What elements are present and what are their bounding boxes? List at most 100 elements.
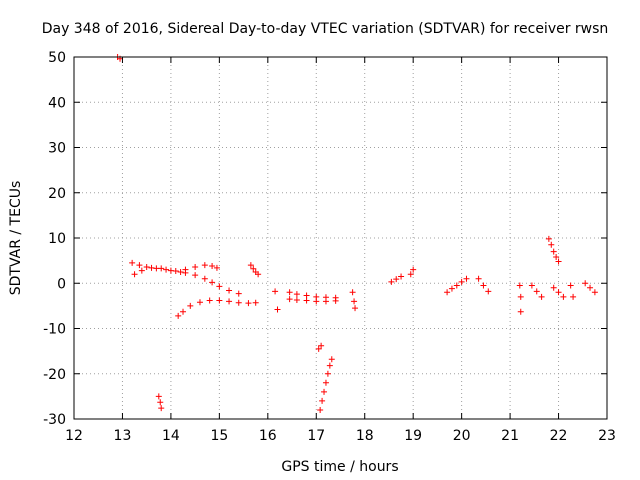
data-point — [235, 299, 242, 306]
data-point — [143, 263, 150, 270]
series-seg-c — [131, 264, 184, 278]
x-tick-label: 20 — [453, 428, 471, 444]
data-point — [553, 254, 560, 261]
data-point — [272, 288, 279, 295]
data-point — [453, 282, 460, 289]
data-point — [201, 262, 208, 269]
data-point — [485, 288, 492, 295]
y-tick-label: -30 — [43, 412, 66, 428]
data-point — [226, 298, 233, 305]
x-tick-label: 14 — [162, 428, 180, 444]
data-point — [555, 289, 562, 296]
data-point — [136, 262, 143, 269]
x-tick-label: 21 — [501, 428, 519, 444]
series-seg-q — [475, 275, 492, 295]
data-point — [167, 267, 174, 274]
x-axis-label: GPS time / hours — [281, 459, 398, 475]
data-point — [213, 264, 220, 271]
data-point — [463, 275, 470, 282]
x-tick-label: 13 — [114, 428, 132, 444]
data-point — [216, 297, 223, 304]
data-point — [187, 302, 194, 309]
data-point — [324, 370, 331, 377]
x-tick-label: 12 — [65, 428, 83, 444]
series-seg-m — [349, 289, 359, 312]
data-point — [321, 388, 328, 395]
data-point — [555, 258, 562, 265]
data-point — [293, 291, 300, 298]
series-seg-r — [516, 282, 524, 300]
data-point — [196, 299, 203, 306]
data-point — [548, 241, 555, 248]
data-point — [315, 345, 322, 352]
data-point — [148, 264, 155, 271]
data-point — [545, 235, 552, 242]
data-point — [303, 297, 310, 304]
series-seg-e — [175, 297, 259, 319]
data-point — [319, 397, 326, 404]
data-point — [393, 276, 400, 283]
data-point — [245, 300, 252, 307]
data-point — [332, 297, 339, 304]
data-point — [201, 275, 208, 282]
series-seg-k — [315, 342, 325, 352]
data-point — [313, 298, 320, 305]
data-point — [458, 278, 465, 285]
data-point — [252, 299, 259, 306]
series-seg-d — [182, 262, 220, 273]
series-seg-x — [582, 280, 598, 296]
data-point — [293, 296, 300, 303]
series-seg-s — [517, 308, 524, 315]
data-point — [247, 262, 254, 269]
data-point — [192, 272, 199, 279]
data-point — [317, 406, 324, 413]
data-point — [475, 275, 482, 282]
data-point — [407, 271, 414, 278]
data-point — [158, 405, 165, 412]
data-point — [528, 282, 535, 289]
plot-frame — [73, 56, 608, 420]
data-point — [322, 379, 329, 386]
data-point — [560, 293, 567, 300]
series-seg-i — [286, 289, 339, 301]
data-point — [274, 306, 281, 313]
series-seg-v — [550, 284, 567, 300]
data-point — [250, 265, 257, 272]
data-point — [286, 296, 293, 303]
data-point — [286, 289, 293, 296]
data-point — [163, 266, 170, 273]
data-point — [326, 362, 333, 369]
data-point — [410, 266, 417, 273]
data-point — [209, 279, 216, 286]
data-point — [587, 284, 594, 291]
y-tick-label: 40 — [48, 95, 66, 111]
data-point — [206, 297, 213, 304]
y-tick-label: -20 — [43, 367, 66, 383]
x-tick-label: 17 — [307, 428, 325, 444]
data-point — [388, 278, 395, 285]
series-seg-w — [567, 282, 577, 300]
data-point — [538, 293, 545, 300]
data-point — [480, 282, 487, 289]
y-axis-label: SDTVAR / TECUs — [8, 181, 24, 296]
data-point — [131, 271, 138, 278]
series-seg-h — [272, 288, 281, 313]
data-point — [155, 393, 162, 400]
series-seg-n — [388, 273, 405, 285]
data-point — [138, 267, 145, 274]
data-point — [349, 289, 356, 296]
data-point — [570, 293, 577, 300]
y-tick-label: 0 — [57, 276, 66, 292]
data-point — [550, 284, 557, 291]
data-point — [352, 305, 359, 312]
x-tick-label: 23 — [598, 428, 616, 444]
data-point — [533, 288, 540, 295]
x-tick-label: 16 — [259, 428, 277, 444]
data-point — [226, 287, 233, 294]
x-tick-label: 18 — [356, 428, 374, 444]
data-point — [129, 259, 136, 266]
data-point — [180, 308, 187, 315]
data-point — [517, 308, 524, 315]
series-seg-o — [407, 266, 417, 278]
series-seg-t — [528, 282, 545, 300]
